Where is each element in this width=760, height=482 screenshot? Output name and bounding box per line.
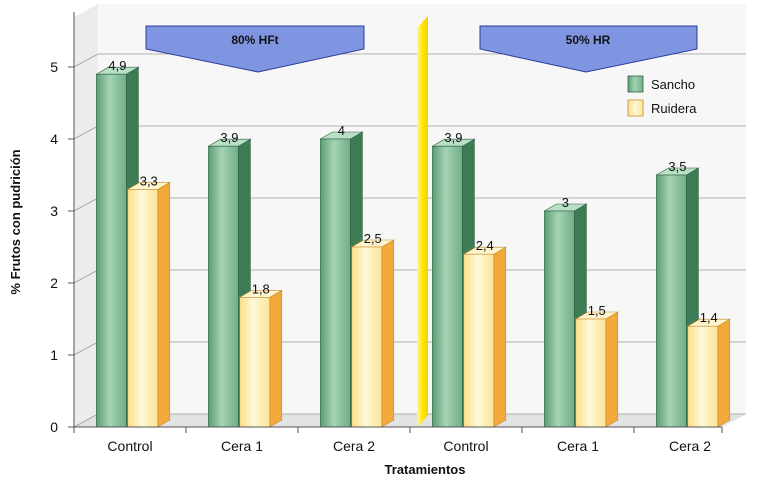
bar-ruidera-5	[686, 318, 731, 428]
bar-sancho-3	[431, 138, 476, 428]
bar-front	[96, 73, 127, 428]
bar-ruidera-3	[462, 246, 507, 428]
bar-ruidera-0	[126, 181, 171, 428]
data-label-sancho-0: 4,9	[108, 58, 126, 73]
plot-walls	[74, 4, 746, 427]
group-divider	[417, 16, 428, 428]
bar-front	[208, 145, 239, 428]
legend: Sancho Ruidera	[627, 75, 697, 117]
banner-group-1	[145, 25, 365, 73]
legend-swatch-sancho	[627, 75, 644, 93]
divider-wall	[417, 16, 428, 428]
group-banners: 80% HFt 50% HR	[145, 25, 698, 73]
data-label-sancho-5: 3,5	[668, 159, 686, 174]
data-label-ruidera-5: 1,4	[700, 310, 718, 325]
bar-ruidera-2	[350, 239, 395, 428]
bar-side	[717, 318, 731, 428]
data-label-ruidera-0: 3,3	[140, 173, 158, 188]
data-label-sancho-2: 4	[338, 123, 345, 138]
banner-group-2-label: 50% HR	[566, 33, 611, 47]
data-label-ruidera-3: 2,4	[476, 238, 494, 253]
bar-side	[381, 239, 395, 428]
data-label-sancho-1: 3,9	[220, 130, 238, 145]
bar-side	[493, 246, 507, 428]
y-axis-title: % Frutos con pudrición	[8, 149, 23, 294]
data-label-sancho-3: 3,9	[444, 130, 462, 145]
bar-side	[157, 181, 171, 428]
y-tick-label: 1	[50, 347, 58, 363]
bar-front	[575, 318, 607, 428]
data-labels: 4,9 3,3 3,9 1,8 4 2,5 3,9 2,4 3 1,5 3,5 1,4	[108, 58, 717, 325]
y-tick-label: 2	[50, 275, 58, 291]
legend-label-ruidera: Ruidera	[651, 101, 697, 116]
bar-front	[239, 297, 271, 428]
bar-front	[432, 145, 463, 428]
bar-ruidera-1	[238, 289, 283, 428]
bar-side	[269, 289, 283, 428]
bar-front	[351, 246, 383, 428]
bar-front	[687, 325, 719, 428]
y-tick-label: 0	[50, 419, 58, 435]
banner-group-1-label: 80% HFt	[231, 33, 278, 47]
data-label-ruidera-1: 1,8	[252, 281, 270, 296]
y-tick-label: 4	[50, 131, 58, 147]
x-tick-label: Cera 2	[333, 438, 375, 454]
y-tick-label: 5	[50, 59, 58, 75]
legend-swatch-ruidera	[627, 99, 644, 117]
left-wall	[74, 4, 98, 427]
bar-front	[127, 189, 159, 428]
legend-item-ruidera: Ruidera	[627, 99, 697, 117]
y-axis: 0 1 2 3 4 5	[50, 12, 75, 435]
x-tick-label: Cera 2	[669, 438, 711, 454]
floor	[74, 414, 746, 427]
bar-front	[463, 253, 495, 428]
y-tick-label: 3	[50, 203, 58, 219]
x-tick-label: Control	[443, 438, 488, 454]
x-tick-label: Cera 1	[557, 438, 599, 454]
bar-ruidera-4	[574, 311, 619, 428]
data-label-sancho-4: 3	[562, 195, 569, 210]
bar-front	[656, 174, 687, 428]
bar-side	[605, 311, 619, 428]
data-label-ruidera-2: 2,5	[364, 231, 382, 246]
legend-label-sancho: Sancho	[651, 77, 695, 92]
x-axis: Control Cera 1 Cera 2 Control Cera 1 Cera 2	[73, 426, 723, 454]
legend-item-sancho: Sancho	[627, 75, 695, 93]
data-label-ruidera-4: 1,5	[588, 303, 606, 318]
bar-front	[320, 138, 351, 428]
x-axis-title: Tratamientos	[385, 462, 466, 477]
x-tick-label: Control	[107, 438, 152, 454]
x-tick-label: Cera 1	[221, 438, 263, 454]
banner-group-2	[479, 25, 698, 73]
bar-front	[544, 210, 575, 428]
